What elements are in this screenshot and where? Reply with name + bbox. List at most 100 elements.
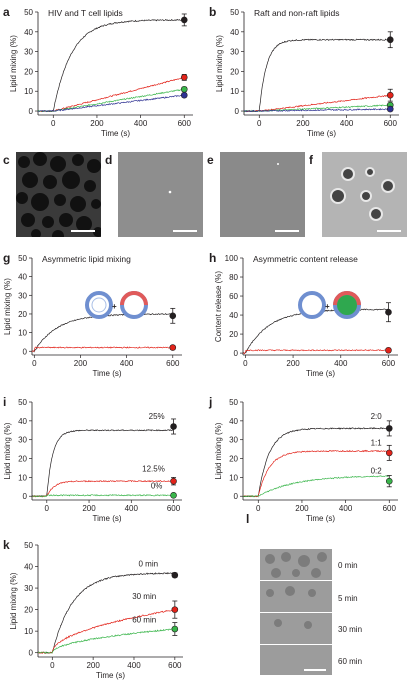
series-line-g-1 xyxy=(31,346,173,352)
x-tick-label-j-0: 0 xyxy=(256,504,261,513)
x-tick-label-h-2: 400 xyxy=(334,359,348,368)
micrograph-e xyxy=(220,152,305,237)
y-tick-label-a-2: 20 xyxy=(24,67,33,76)
end-point-a-3 xyxy=(180,91,188,99)
y-tick-label-a-3: 30 xyxy=(24,48,33,57)
series-line-a-2 xyxy=(37,88,184,112)
end-point-b-1 xyxy=(386,91,394,99)
chart-title-g: Asymmetric lipid mixing xyxy=(42,254,131,264)
x-tick-label-g-0: 0 xyxy=(32,359,37,368)
panel-letter-c: c xyxy=(3,153,10,167)
y-tick-label-i-2: 20 xyxy=(18,455,27,464)
x-tick-label-h-3: 600 xyxy=(382,359,396,368)
y-tick-label-h-2: 40 xyxy=(229,311,238,320)
panel-letter-h: h xyxy=(209,251,216,265)
y-tick-label-h-5: 100 xyxy=(225,254,239,263)
end-point-g-1 xyxy=(169,344,177,351)
y-tick-label-j-0: 0 xyxy=(234,492,239,501)
annotation-k-2: 60 min xyxy=(132,616,156,625)
panel-letter-g: g xyxy=(3,251,10,265)
annotation-k-0: 0 min xyxy=(139,560,159,569)
series-line-i-0 xyxy=(31,429,174,498)
x-tick-label-b-3: 600 xyxy=(384,119,398,128)
x-tick-label-g-1: 200 xyxy=(74,359,88,368)
end-point-k-0 xyxy=(171,571,179,579)
panel-letter-b: b xyxy=(209,5,216,19)
end-point-b-0 xyxy=(386,36,394,44)
y-tick-label-k-0: 0 xyxy=(29,649,34,658)
y-tick-label-g-4: 40 xyxy=(18,273,27,282)
panel-letter-d: d xyxy=(105,153,112,167)
y-axis-label-b: Lipid mixing (%) xyxy=(215,35,224,92)
y-tick-label-b-1: 10 xyxy=(230,87,239,96)
series-line-a-3 xyxy=(37,94,185,113)
svg-text:+: + xyxy=(325,302,330,311)
y-tick-label-b-5: 50 xyxy=(230,8,239,17)
x-tick-label-k-1: 200 xyxy=(86,661,100,670)
series-line-h-1 xyxy=(242,349,389,355)
x-tick-label-b-0: 0 xyxy=(257,119,262,128)
image-l-label-3: 60 min xyxy=(338,657,362,666)
end-point-a-1 xyxy=(180,74,188,81)
series-line-k-0 xyxy=(37,572,175,654)
chart-b: b 0 10 20 30 40 50 0 200 400 600 Time (s) Lipid mixi… xyxy=(209,5,399,138)
end-point-k-2 xyxy=(171,625,179,633)
x-tick-label-a-2: 400 xyxy=(134,119,148,128)
chart-i: i 0 10 20 30 40 50 0 200 400 600 Time (s) Lipid mixi… xyxy=(3,395,182,523)
y-tick-label-h-0: 0 xyxy=(234,349,239,358)
x-tick-label-g-3: 600 xyxy=(166,359,180,368)
micrograph-l-frames xyxy=(260,552,332,671)
y-tick-label-a-0: 0 xyxy=(29,107,34,116)
y-tick-label-i-4: 40 xyxy=(18,417,27,426)
y-tick-label-k-1: 10 xyxy=(24,627,33,636)
y-tick-label-k-2: 20 xyxy=(24,606,33,615)
chart-title-h: Asymmetric content release xyxy=(253,254,358,264)
y-axis-label-k: Lipid mixing (%) xyxy=(9,572,18,629)
annotation-i-0: 25% xyxy=(149,412,165,421)
end-point-j-0 xyxy=(385,425,393,432)
y-tick-label-b-4: 40 xyxy=(230,28,239,37)
x-tick-label-h-0: 0 xyxy=(243,359,248,368)
micrograph-d xyxy=(118,152,203,237)
y-tick-label-k-5: 50 xyxy=(24,541,33,550)
y-tick-label-j-5: 50 xyxy=(229,398,238,407)
y-tick-label-a-1: 10 xyxy=(24,87,33,96)
annotation-j-2: 0:2 xyxy=(371,467,383,476)
y-tick-label-j-1: 10 xyxy=(229,473,238,482)
chart-a: a 0 10 20 30 40 50 0 200 400 600 Time (s) Lipid mixi… xyxy=(3,5,193,138)
y-axis-label-g: Lipid mixing (%) xyxy=(3,278,12,335)
y-tick-label-b-2: 20 xyxy=(230,67,239,76)
y-axis-label-i: Lipid mixing (%) xyxy=(3,422,12,479)
y-tick-label-g-2: 20 xyxy=(18,310,27,319)
image-l-label-1: 5 min xyxy=(338,594,358,603)
annotation-j-0: 2:0 xyxy=(371,412,383,421)
x-tick-label-a-3: 600 xyxy=(178,119,192,128)
x-axis-label-a: Time (s) xyxy=(101,129,130,138)
x-tick-label-i-1: 200 xyxy=(82,504,96,513)
annotation-k-1: 30 min xyxy=(132,592,156,601)
series-line-k-1 xyxy=(37,608,175,654)
end-point-j-2 xyxy=(385,477,393,485)
y-tick-label-i-1: 10 xyxy=(18,473,27,482)
y-tick-label-g-0: 0 xyxy=(23,347,28,356)
svg-text:+: + xyxy=(112,302,117,311)
panel-letter-e: e xyxy=(207,153,214,167)
series-line-j-0 xyxy=(242,427,390,498)
x-tick-label-k-0: 0 xyxy=(50,661,55,670)
annotation-i-2: 0% xyxy=(151,482,163,491)
x-tick-label-k-2: 400 xyxy=(127,661,141,670)
panel-letter-i: i xyxy=(3,395,6,409)
end-point-h-0 xyxy=(385,308,392,316)
x-tick-label-b-1: 200 xyxy=(296,119,310,128)
annotation-i-1: 12.5% xyxy=(142,465,165,474)
x-axis-label-k: Time (s) xyxy=(96,671,125,680)
micrograph-f-domains xyxy=(330,167,401,232)
micrograph-c-domains xyxy=(16,152,101,237)
x-axis-label-b: Time (s) xyxy=(307,129,336,138)
series-line-j-1 xyxy=(242,449,390,498)
panel-letter-f: f xyxy=(309,153,314,167)
x-tick-label-h-1: 200 xyxy=(286,359,300,368)
series-line-b-0 xyxy=(243,38,391,113)
y-tick-label-a-5: 50 xyxy=(24,8,33,17)
